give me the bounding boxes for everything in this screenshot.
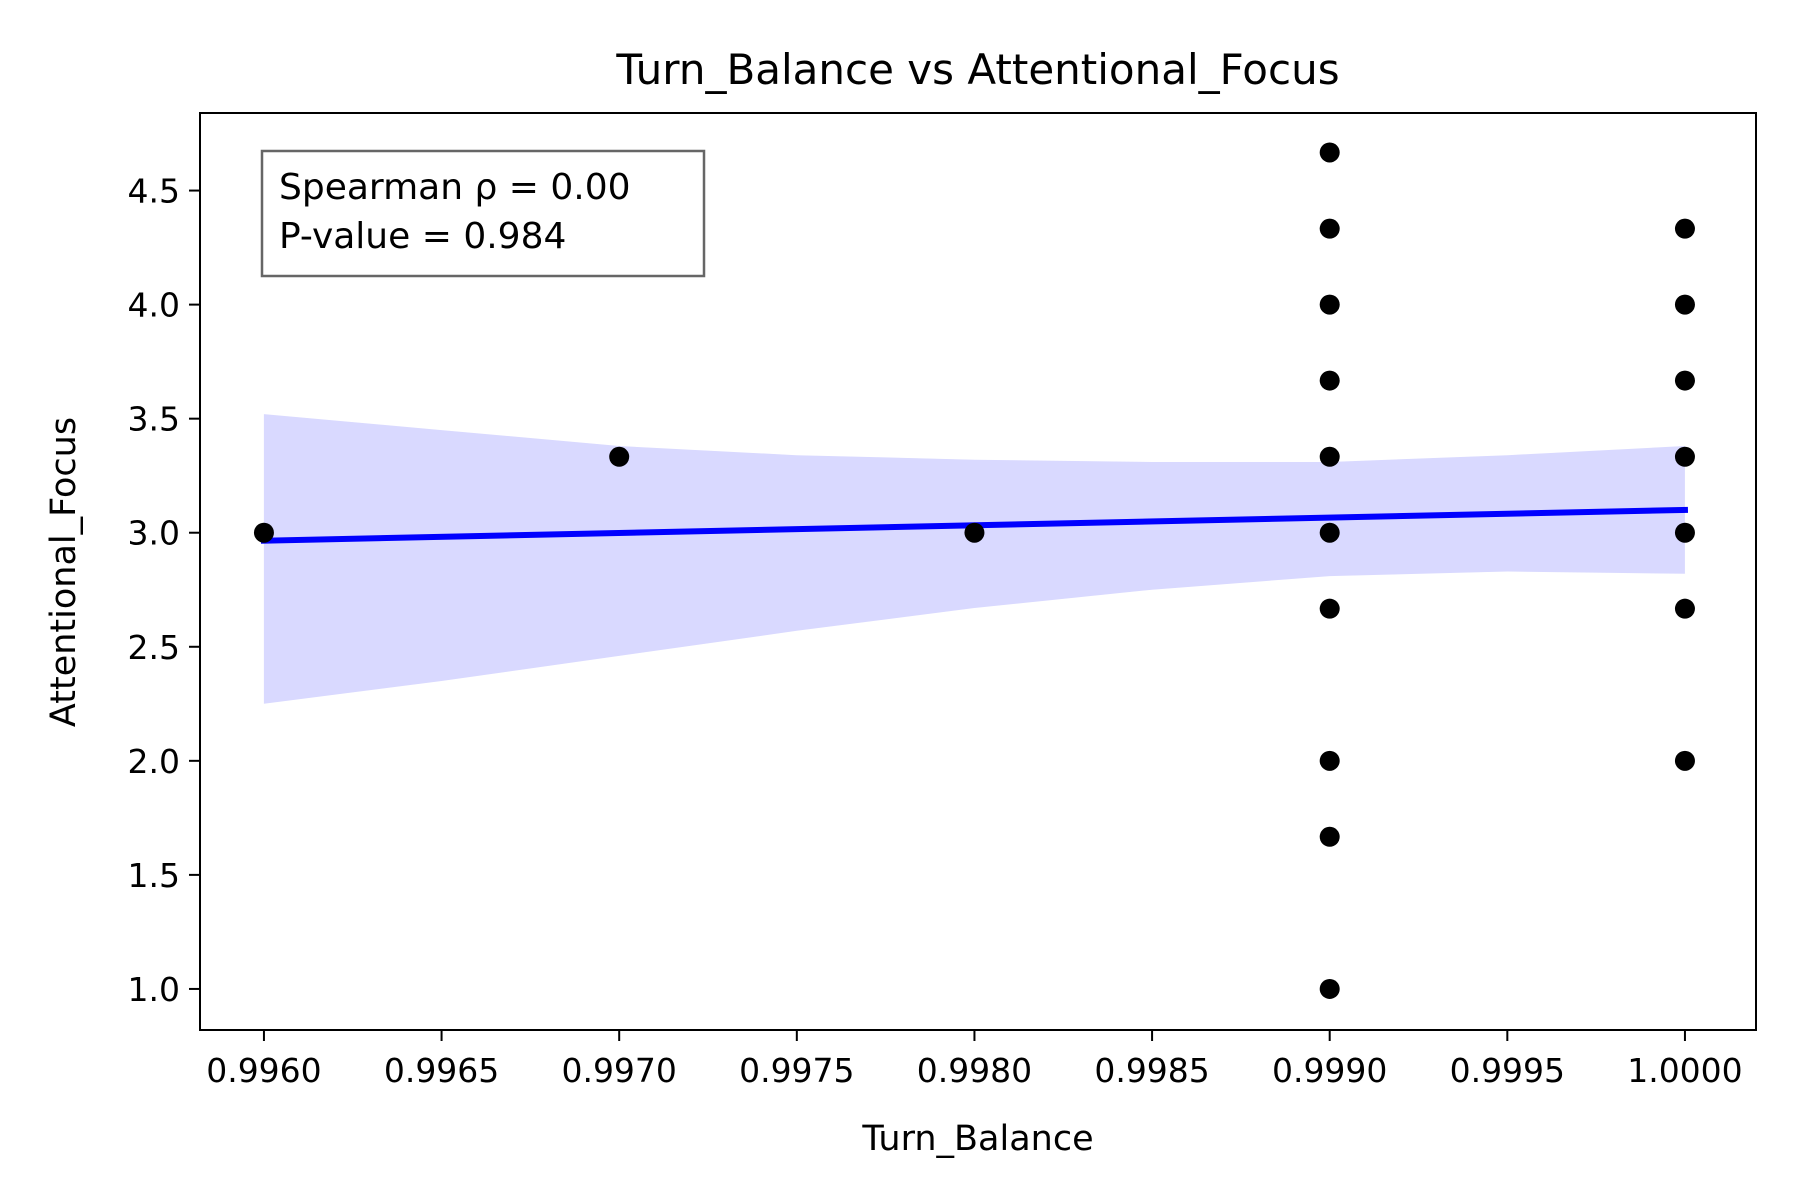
data-point bbox=[1319, 142, 1340, 163]
y-tick-label: 3.5 bbox=[128, 400, 180, 439]
data-point bbox=[1319, 978, 1340, 999]
y-tick-label: 4.0 bbox=[128, 286, 180, 325]
y-axis-label: Attentional_Focus bbox=[44, 417, 84, 727]
data-point bbox=[1319, 598, 1340, 619]
y-axis-ticks: 1.0 1.5 2.0 2.5 3.0 3.5 4.0 4.5 bbox=[128, 172, 200, 1009]
x-tick-label: 0.9980 bbox=[917, 1051, 1032, 1090]
x-tick-label: 0.9990 bbox=[1272, 1051, 1387, 1090]
data-point bbox=[1319, 370, 1340, 391]
y-tick-label: 1.5 bbox=[128, 856, 180, 895]
data-point bbox=[1674, 218, 1695, 239]
y-tick-label: 2.0 bbox=[128, 742, 180, 781]
confidence-band-layer bbox=[263, 414, 1685, 704]
x-tick-label: 0.9975 bbox=[739, 1051, 854, 1090]
x-tick-label: 0.9995 bbox=[1450, 1051, 1565, 1090]
data-point bbox=[1319, 750, 1340, 771]
data-point bbox=[1319, 294, 1340, 315]
y-tick-label: 4.5 bbox=[128, 172, 180, 211]
y-tick-label: 2.5 bbox=[128, 628, 180, 667]
data-point bbox=[1319, 826, 1340, 847]
x-tick-label: 0.9960 bbox=[206, 1051, 321, 1090]
stats-annotation-frame bbox=[260, 149, 706, 278]
data-point bbox=[1319, 446, 1340, 467]
data-point bbox=[1319, 218, 1340, 239]
stats-annotation-box: Spearman ρ = 0.00 P-value = 0.984 bbox=[260, 149, 706, 278]
x-tick-label: 0.9965 bbox=[384, 1051, 499, 1090]
data-point bbox=[1674, 598, 1695, 619]
x-tick-label: 1.0000 bbox=[1627, 1051, 1742, 1090]
x-axis-ticks: 0.9960 0.9965 0.9970 0.9975 0.9980 0.9985 0.99… bbox=[206, 1030, 1743, 1090]
data-point bbox=[1674, 294, 1695, 315]
data-point bbox=[1674, 750, 1695, 771]
plot-area-frame bbox=[199, 112, 1757, 1031]
y-tick-label: 1.0 bbox=[128, 970, 180, 1009]
spearman-rho-text: Spearman ρ = 0.00 bbox=[279, 167, 631, 208]
data-point bbox=[253, 522, 274, 543]
x-tick-label: 0.9970 bbox=[561, 1051, 676, 1090]
x-axis-label: Turn_Balance bbox=[861, 1119, 1093, 1159]
data-point bbox=[609, 446, 630, 467]
data-point bbox=[964, 522, 985, 543]
chart-title: Turn_Balance vs Attentional_Focus bbox=[615, 45, 1339, 94]
data-point bbox=[1674, 370, 1695, 391]
data-point bbox=[1674, 522, 1695, 543]
data-point bbox=[1674, 446, 1695, 467]
confidence-band bbox=[263, 414, 1685, 704]
points-layer bbox=[253, 142, 1695, 999]
data-point bbox=[1319, 522, 1340, 543]
p-value-text: P-value = 0.984 bbox=[279, 216, 566, 257]
x-tick-label: 0.9985 bbox=[1094, 1051, 1209, 1090]
y-tick-label: 3.0 bbox=[128, 514, 180, 553]
